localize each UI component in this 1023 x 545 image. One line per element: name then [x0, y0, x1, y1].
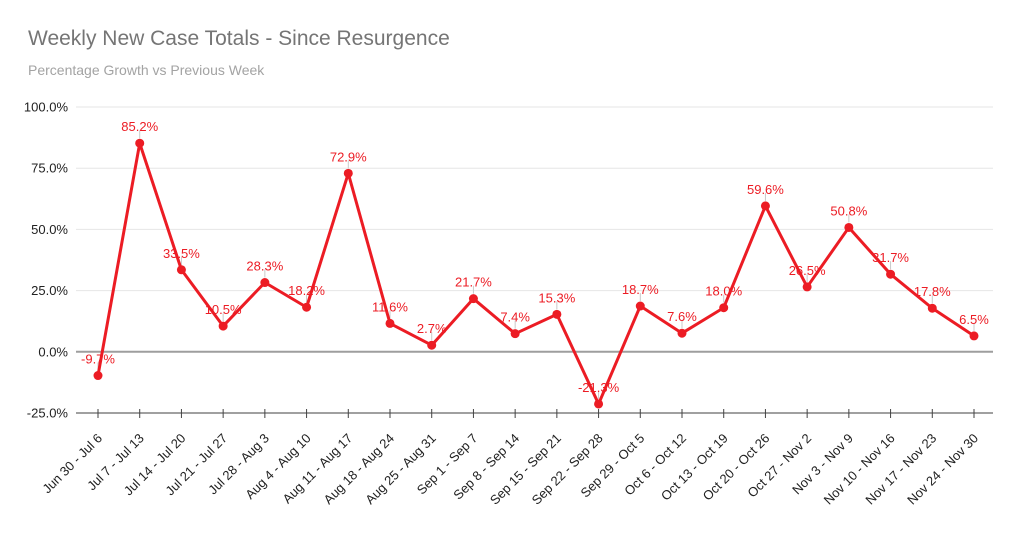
series-line — [96, 141, 976, 406]
y-axis-tick-label: 25.0% — [31, 283, 68, 298]
data-point — [969, 331, 979, 341]
data-point — [886, 269, 896, 279]
data-point-label: 18.2% — [288, 283, 325, 298]
data-point-label: 10.5% — [205, 302, 242, 317]
data-point — [927, 303, 937, 313]
data-point-label: 72.9% — [330, 149, 367, 164]
data-point — [260, 278, 270, 288]
data-point-label: 50.8% — [830, 203, 867, 218]
data-point-label: -21.3% — [578, 380, 620, 395]
data-point — [844, 222, 854, 232]
data-point — [552, 309, 562, 319]
data-point — [468, 294, 478, 304]
y-axis-tick-label: 0.0% — [38, 344, 68, 359]
data-point-label: 31.7% — [872, 250, 909, 265]
data-point-label: 18.7% — [622, 282, 659, 297]
data-point — [510, 329, 520, 339]
data-point — [677, 328, 687, 338]
data-point — [218, 321, 228, 331]
data-point — [594, 399, 604, 409]
y-axis-tick-label: 50.0% — [31, 222, 68, 237]
y-axis-tick-label: -25.0% — [27, 406, 69, 421]
chart-subtitle: Percentage Growth vs Previous Week — [28, 62, 265, 78]
data-point-label: 15.3% — [538, 290, 575, 305]
data-point-label: 85.2% — [121, 119, 158, 134]
x-axis-tick-label: Nov 24 - Nov 30 — [904, 431, 981, 508]
data-point-label: 59.6% — [747, 182, 784, 197]
y-axis-tick-label: 75.0% — [31, 161, 68, 176]
data-point-label: 33.5% — [163, 246, 200, 261]
x-axis-tick-label: Nov 17 - Nov 23 — [862, 431, 939, 508]
data-point — [343, 168, 353, 178]
data-point — [302, 302, 312, 312]
x-axis-tick-label: Sep 15 - Sep 21 — [487, 431, 564, 508]
data-point — [93, 371, 103, 381]
y-axis-tick-label: 100.0% — [24, 100, 69, 115]
x-axis-tick-label: Nov 10 - Nov 16 — [821, 431, 898, 508]
chart-title: Weekly New Case Totals - Since Resurgenc… — [28, 27, 450, 50]
data-point-label: -9.7% — [81, 352, 115, 367]
data-point — [802, 282, 812, 292]
data-point-label: 7.6% — [667, 309, 697, 324]
data-point — [135, 138, 145, 148]
data-point-label: 18.0% — [705, 284, 742, 299]
data-point — [385, 318, 395, 328]
data-point — [176, 265, 186, 275]
data-point-label: 6.5% — [959, 312, 989, 327]
data-point-label: 21.7% — [455, 275, 492, 290]
data-point — [719, 303, 729, 313]
data-point-label: 28.3% — [246, 259, 283, 274]
data-point-label: 26.5% — [789, 263, 826, 278]
data-point-label: 7.4% — [500, 310, 530, 325]
x-axis-tick-label: Sep 22 - Sep 28 — [529, 431, 606, 508]
data-point-label: 2.7% — [417, 321, 447, 336]
data-point-label: 11.6% — [372, 299, 408, 314]
data-point-label: 17.8% — [914, 284, 951, 299]
data-point — [635, 301, 645, 311]
data-point — [760, 201, 770, 211]
data-point — [427, 340, 437, 350]
